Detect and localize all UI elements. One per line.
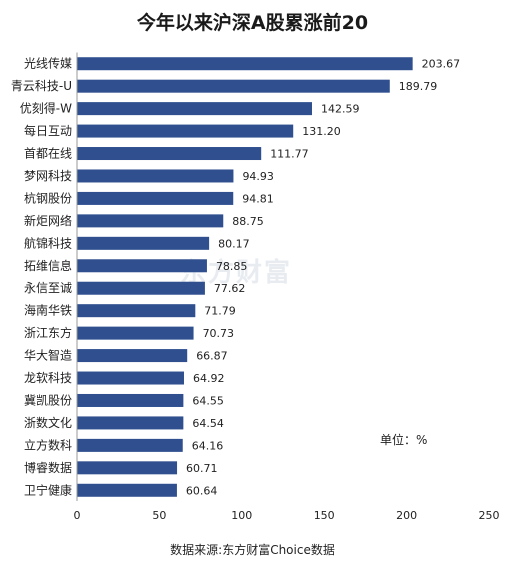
category-label: 优刻得-W	[20, 101, 72, 116]
value-label: 64.16	[192, 439, 224, 452]
bar	[77, 304, 196, 318]
bar	[77, 124, 294, 138]
category-label: 青云科技-U	[11, 79, 72, 93]
category-label: 浙数文化	[24, 415, 72, 430]
value-label: 142.59	[321, 103, 360, 116]
x-tick-label: 0	[74, 509, 81, 522]
value-label: 131.20	[302, 125, 341, 138]
category-label: 博睿数据	[24, 460, 72, 475]
category-label: 梦网科技	[24, 169, 72, 183]
category-label: 首都在线	[24, 147, 72, 161]
category-label: 航锦科技	[24, 235, 72, 250]
bar	[77, 259, 207, 273]
bar	[77, 438, 183, 452]
bar	[77, 147, 262, 161]
bar	[77, 79, 390, 93]
category-label: 海南华铁	[24, 303, 72, 318]
bar	[77, 191, 234, 205]
value-label: 64.55	[192, 394, 224, 407]
bar	[77, 214, 224, 228]
x-tick-label: 150	[314, 509, 335, 522]
value-label: 77.62	[214, 282, 246, 295]
category-label: 龙软科技	[24, 371, 72, 385]
value-label: 80.17	[218, 237, 250, 250]
category-label: 新炬网络	[24, 213, 72, 228]
chart-title: 今年以来沪深A股累涨前20	[136, 12, 369, 34]
bar	[77, 483, 177, 497]
bar	[77, 169, 234, 183]
bar	[77, 349, 188, 363]
bar	[77, 393, 184, 407]
value-label: 203.67	[422, 58, 461, 71]
category-label: 华大智造	[24, 348, 72, 363]
category-label: 卫宁健康	[24, 482, 72, 497]
bar	[77, 102, 312, 116]
x-tick-label: 250	[479, 509, 500, 522]
bar	[77, 326, 194, 340]
value-label: 94.81	[242, 192, 274, 205]
category-label: 立方数科	[24, 437, 72, 452]
category-label: 杭钢股份	[24, 190, 72, 205]
value-label: 60.64	[186, 484, 218, 497]
bar	[77, 416, 184, 430]
category-label: 永信至诚	[24, 281, 72, 295]
x-tick-label: 200	[396, 509, 417, 522]
value-label: 64.92	[193, 372, 225, 385]
value-label: 64.54	[192, 417, 224, 430]
unit-label: 单位：%	[380, 433, 428, 447]
value-label: 189.79	[399, 80, 438, 93]
bar	[77, 236, 210, 250]
source-note: 数据来源:东方财富Choice数据	[170, 543, 335, 557]
x-tick-label: 50	[152, 509, 166, 522]
bar	[77, 371, 184, 385]
value-label: 94.93	[242, 170, 274, 183]
bar	[77, 281, 205, 295]
value-label: 88.75	[232, 215, 264, 228]
value-label: 71.79	[204, 305, 236, 318]
category-label: 光线传媒	[24, 56, 72, 71]
bar	[77, 461, 178, 475]
value-label: 60.71	[186, 462, 218, 475]
category-label: 拓维信息	[24, 258, 72, 273]
value-label: 111.77	[270, 148, 309, 161]
value-label: 70.73	[203, 327, 235, 340]
value-label: 78.85	[216, 260, 248, 273]
category-label: 冀凯股份	[24, 393, 72, 407]
value-label: 66.87	[196, 350, 228, 363]
category-label: 每日互动	[24, 123, 72, 138]
category-label: 浙江东方	[24, 325, 72, 340]
bar	[77, 57, 413, 71]
x-tick-label: 100	[231, 509, 252, 522]
